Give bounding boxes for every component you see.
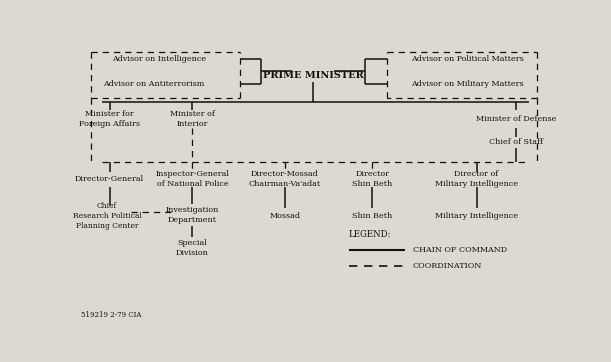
Text: Military Intelligence: Military Intelligence	[435, 212, 518, 220]
Text: Advisor on Political Matters: Advisor on Political Matters	[411, 55, 524, 63]
Text: CHAIN OF COMMAND: CHAIN OF COMMAND	[412, 246, 507, 254]
Text: Inspector-General
of National Police: Inspector-General of National Police	[155, 170, 229, 188]
Text: Chief of Staff: Chief of Staff	[489, 138, 543, 146]
Text: LEGEND:: LEGEND:	[349, 230, 391, 239]
Text: Shin Beth: Shin Beth	[352, 212, 392, 220]
Text: COORDINATION: COORDINATION	[412, 262, 482, 270]
Text: Director-Mossad
Chairman-Va'adat: Director-Mossad Chairman-Va'adat	[249, 170, 321, 188]
Text: Advisor on Intelligence: Advisor on Intelligence	[112, 55, 207, 63]
Text: Investigation
Department: Investigation Department	[166, 206, 219, 224]
Text: 519219 2-79 CIA: 519219 2-79 CIA	[81, 311, 142, 319]
Text: Minister of Defense: Minister of Defense	[475, 115, 556, 123]
Text: Minister of
Interior: Minister of Interior	[170, 110, 215, 127]
Text: Advisor on Antiterrorism: Advisor on Antiterrorism	[103, 80, 204, 88]
Text: Director-General: Director-General	[75, 174, 144, 182]
Text: Advisor on Military Matters: Advisor on Military Matters	[411, 80, 524, 88]
Text: Chief
Research Political
Planning Center: Chief Research Political Planning Center	[73, 202, 142, 230]
Text: Special
Division: Special Division	[176, 239, 209, 257]
Text: Director
Shin Beth: Director Shin Beth	[352, 170, 392, 188]
Text: Mossad: Mossad	[269, 212, 300, 220]
Text: PRIME MINISTER: PRIME MINISTER	[263, 71, 364, 80]
Text: Director of
Military Intelligence: Director of Military Intelligence	[435, 170, 518, 188]
Text: Minister for
Foreign Affairs: Minister for Foreign Affairs	[79, 110, 140, 127]
